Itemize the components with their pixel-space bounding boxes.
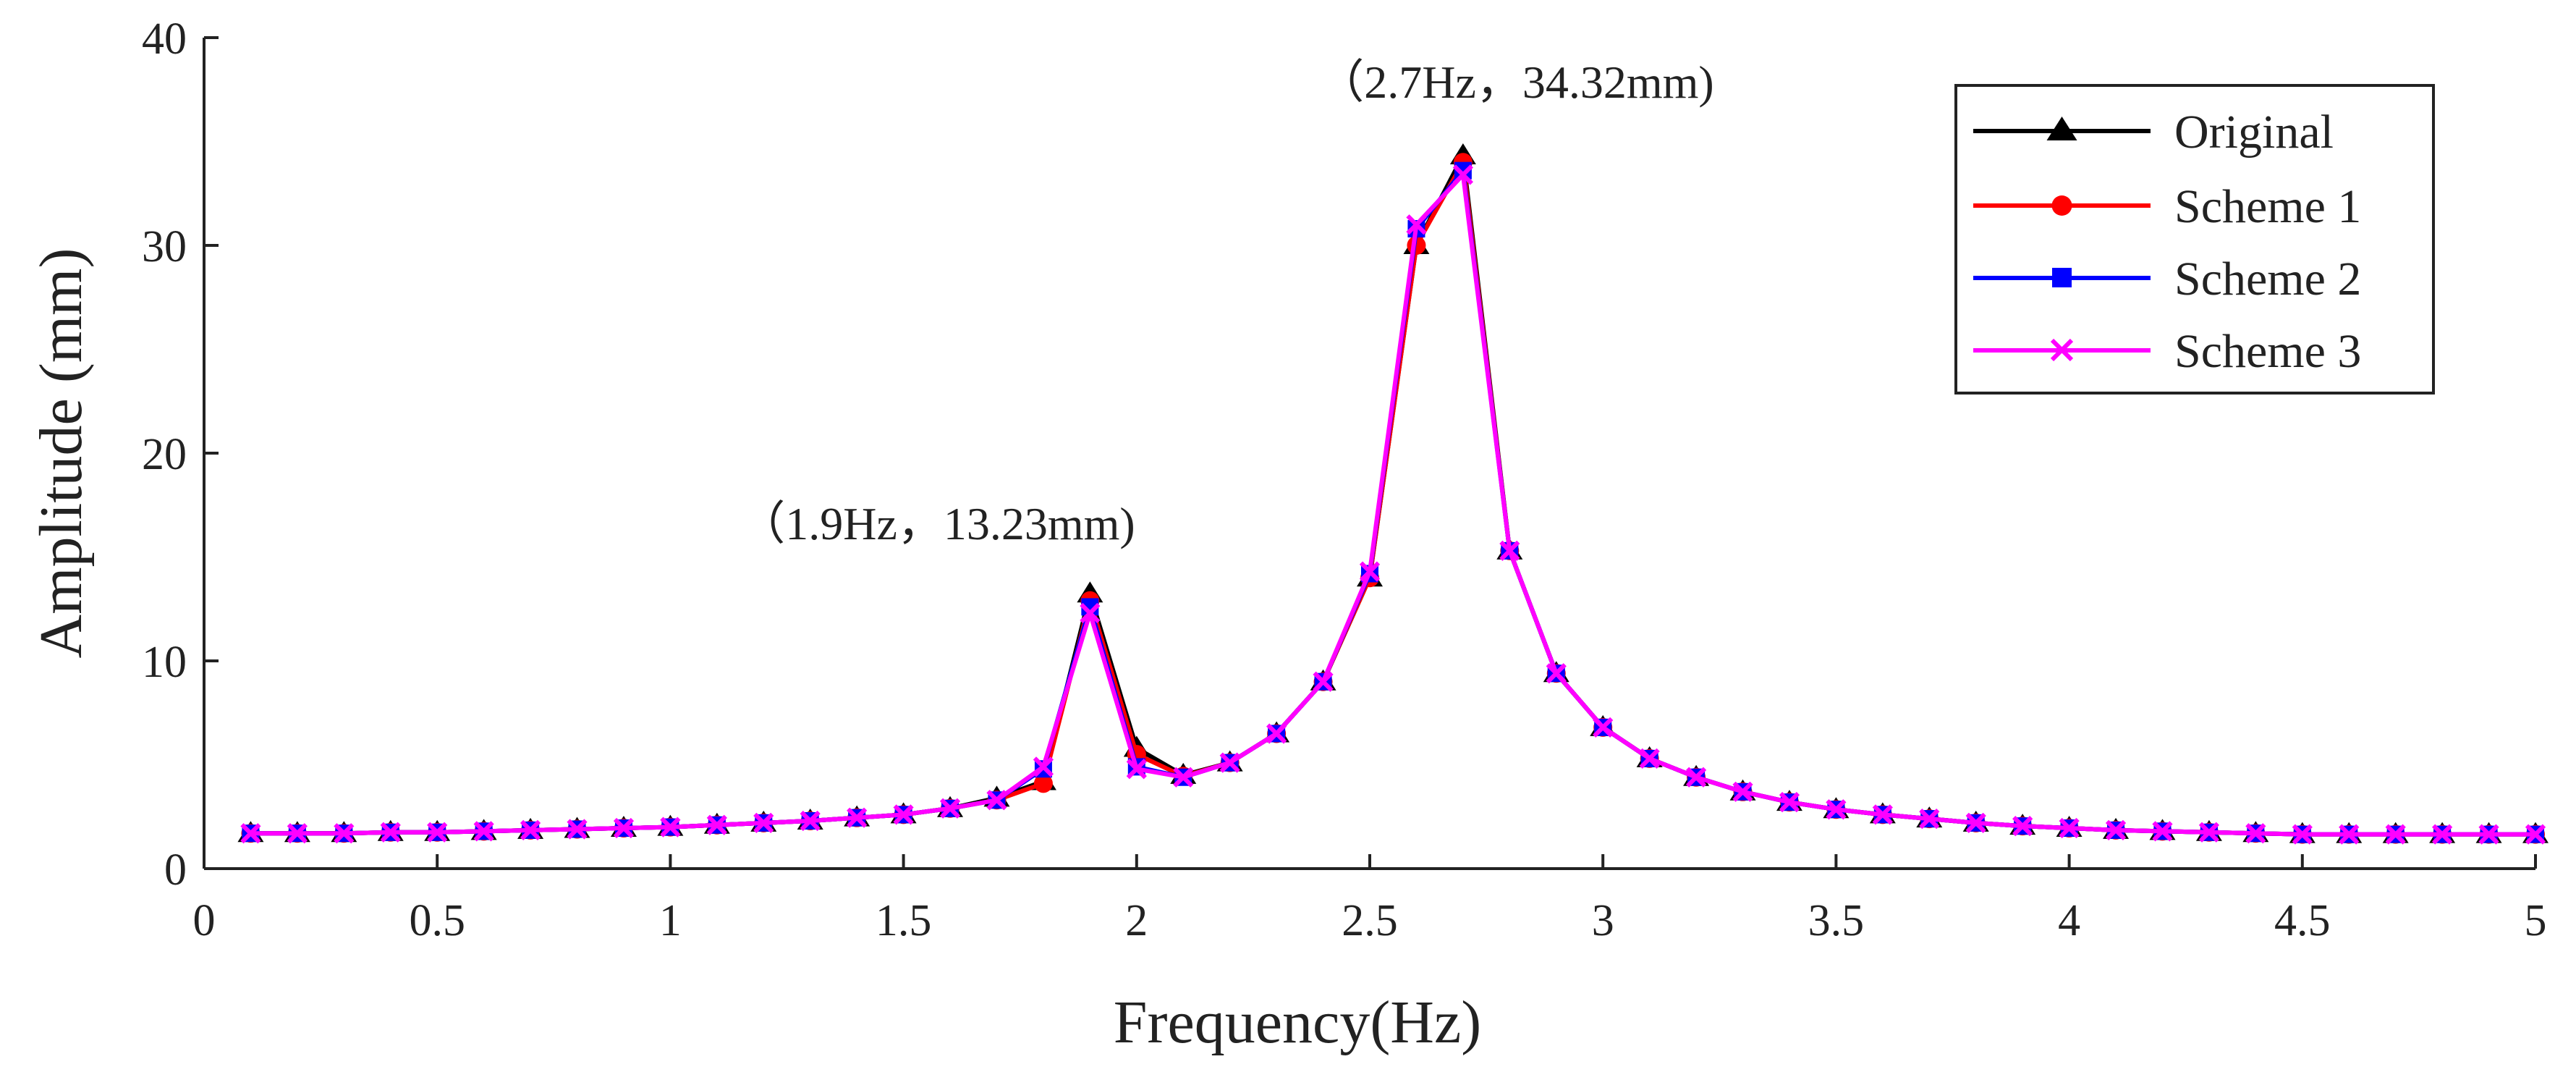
data-point-scheme-3 [1546, 663, 1567, 684]
x-tick-label: 2.5 [1342, 896, 1398, 945]
data-point-scheme-3 [1499, 540, 1520, 562]
data-point-scheme-3 [380, 822, 401, 843]
data-point-scheme-3 [1826, 799, 1847, 820]
data-point-scheme-3 [1033, 756, 1054, 777]
x-ticks: 0 0.5 1 1.5 2 2.5 3 3.5 4 4.5 5 [193, 854, 2547, 945]
data-point-scheme-3 [334, 823, 355, 844]
x-tick-label: 1 [659, 896, 682, 945]
data-point-scheme-3 [1266, 723, 1287, 744]
data-point-scheme-3 [2525, 824, 2546, 845]
series-layer [237, 143, 2549, 845]
data-point-scheme-3 [986, 790, 1007, 811]
data-point-scheme-3 [1593, 717, 1614, 738]
data-point-scheme-3 [1126, 759, 1147, 780]
x-tick-label: 0 [193, 896, 216, 945]
x-tick-label: 1.5 [876, 896, 932, 945]
legend: Original Scheme 1 Scheme 2 Scheme 3 [1954, 84, 2435, 395]
data-point-scheme-3 [1732, 781, 1753, 802]
y-tick-label: 20 [142, 430, 187, 479]
data-point-scheme-3 [2059, 817, 2080, 839]
legend-label-scheme-2: Scheme 2 [2174, 253, 2361, 305]
data-point-scheme-3 [1919, 808, 1940, 830]
data-point-scheme-3 [847, 807, 868, 828]
x-tick-label: 3 [1592, 896, 1614, 945]
legend-marker-original [2046, 117, 2077, 140]
data-point-scheme-3 [1080, 602, 1101, 624]
data-point-scheme-3 [473, 821, 494, 842]
y-tick-label: 40 [142, 14, 187, 64]
data-point-scheme-3 [1639, 748, 1660, 769]
data-point-scheme-3 [2012, 816, 2033, 837]
legend-box [1954, 84, 2435, 395]
y-axis-title: Amplitude (mm) [27, 248, 95, 659]
data-point-scheme-3 [753, 812, 774, 833]
series-scheme-3 [240, 164, 2546, 845]
data-point-scheme-1 [1033, 774, 1053, 793]
x-tick-label: 4.5 [2274, 896, 2331, 945]
data-point-scheme-3 [287, 823, 308, 844]
data-point-scheme-3 [2431, 824, 2453, 845]
legend-item-scheme-1: Scheme 1 [1973, 180, 2361, 233]
y-tick-label: 0 [164, 845, 187, 895]
x-tick-label: 4 [2058, 896, 2080, 945]
data-point-scheme-3 [1779, 792, 1800, 813]
data-point-scheme-3 [893, 804, 914, 825]
x-tick-label: 3.5 [1808, 896, 1865, 945]
data-point-scheme-3 [2292, 824, 2313, 845]
data-point-scheme-3 [1313, 671, 1334, 692]
y-tick-label: 10 [142, 638, 187, 687]
legend-marker-scheme-3 [2050, 338, 2074, 362]
data-point-scheme-3 [1219, 752, 1240, 773]
legend-item-scheme-3: Scheme 3 [1973, 325, 2361, 378]
data-point-scheme-3 [1452, 164, 1474, 185]
data-point-scheme-3 [520, 819, 541, 841]
data-point-scheme-3 [660, 817, 681, 838]
data-point-scheme-3 [1406, 214, 1427, 235]
data-point-scheme-3 [1359, 561, 1381, 582]
legend-marker-scheme-2 [2052, 268, 2072, 287]
data-point-scheme-3 [2198, 822, 2220, 843]
data-point-scheme-3 [427, 822, 448, 843]
legend-label-scheme-1: Scheme 1 [2174, 180, 2361, 233]
data-point-scheme-3 [1872, 804, 1893, 825]
legend-label-scheme-3: Scheme 3 [2174, 325, 2361, 378]
annotation-first-peak: （1.9Hz，13.23mm) [739, 498, 1135, 549]
data-point-scheme-3 [567, 819, 588, 840]
legend-item-scheme-2: Scheme 2 [1973, 253, 2361, 305]
y-tick-label: 30 [142, 222, 187, 271]
legend-item-original: Original [1973, 106, 2334, 159]
series-line-scheme-3 [250, 172, 2535, 837]
data-point-scheme-3 [706, 814, 727, 835]
data-point-scheme-3 [2152, 821, 2173, 842]
data-point-scheme-3 [2385, 824, 2406, 845]
data-point-scheme-3 [240, 823, 261, 844]
data-point-scheme-3 [800, 810, 821, 832]
x-tick-label: 2 [1125, 896, 1148, 945]
data-point-scheme-3 [1965, 812, 1986, 833]
x-tick-label: 0.5 [409, 896, 465, 945]
data-point-scheme-3 [613, 817, 635, 839]
data-point-scheme-3 [2245, 823, 2266, 844]
legend-label-original: Original [2174, 106, 2334, 159]
y-ticks: 0 10 20 30 40 [142, 14, 219, 895]
data-point-scheme-3 [2339, 824, 2360, 845]
data-point-scheme-3 [2105, 819, 2127, 841]
data-point-scheme-3 [1173, 767, 1194, 788]
data-point-scheme-3 [939, 798, 961, 819]
annotation-second-peak: （2.7Hz，34.32mm) [1318, 56, 1714, 108]
data-point-scheme-3 [2478, 824, 2499, 845]
x-tick-label: 5 [2525, 896, 2547, 945]
x-axis-title: Frequency(Hz) [1114, 989, 1481, 1056]
data-point-scheme-3 [1685, 767, 1707, 788]
legend-marker-scheme-1 [2051, 195, 2072, 216]
